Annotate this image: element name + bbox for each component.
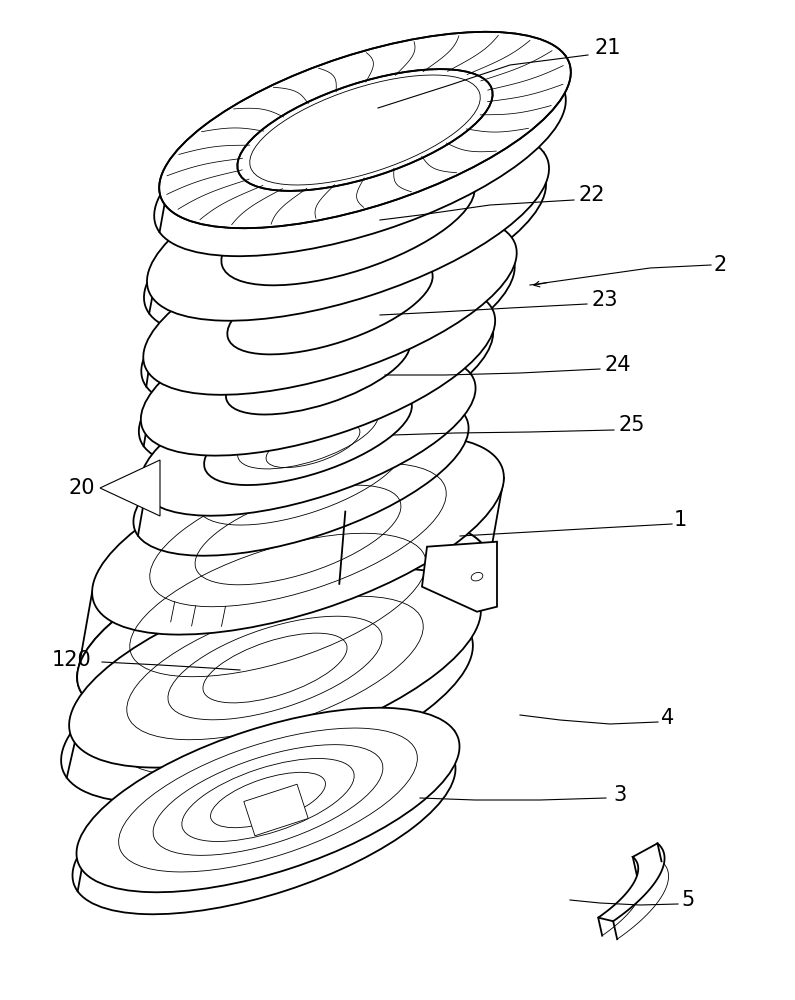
Text: 3: 3 bbox=[614, 785, 626, 805]
Text: 1: 1 bbox=[673, 510, 687, 530]
Ellipse shape bbox=[142, 229, 514, 409]
Text: 25: 25 bbox=[619, 415, 646, 435]
Text: 21: 21 bbox=[595, 38, 621, 58]
Ellipse shape bbox=[159, 32, 571, 228]
Ellipse shape bbox=[471, 572, 483, 581]
Polygon shape bbox=[100, 460, 160, 516]
Ellipse shape bbox=[147, 129, 549, 321]
Polygon shape bbox=[244, 784, 308, 836]
Ellipse shape bbox=[139, 296, 493, 468]
Polygon shape bbox=[598, 843, 665, 921]
Ellipse shape bbox=[141, 284, 495, 456]
Text: 22: 22 bbox=[579, 185, 605, 205]
Text: 5: 5 bbox=[681, 890, 695, 910]
Ellipse shape bbox=[76, 708, 460, 892]
Ellipse shape bbox=[61, 603, 473, 803]
Ellipse shape bbox=[92, 435, 504, 635]
Text: 23: 23 bbox=[591, 290, 619, 310]
Ellipse shape bbox=[77, 520, 489, 720]
Text: 24: 24 bbox=[605, 355, 631, 375]
Ellipse shape bbox=[143, 215, 517, 395]
Ellipse shape bbox=[144, 145, 546, 337]
Text: 120: 120 bbox=[52, 650, 92, 670]
Text: 4: 4 bbox=[661, 708, 675, 728]
Polygon shape bbox=[422, 542, 497, 612]
Ellipse shape bbox=[141, 354, 475, 516]
Text: 2: 2 bbox=[713, 255, 727, 275]
Text: 20: 20 bbox=[68, 478, 95, 498]
Ellipse shape bbox=[69, 568, 481, 768]
Ellipse shape bbox=[154, 60, 566, 256]
Ellipse shape bbox=[72, 730, 456, 914]
Ellipse shape bbox=[134, 394, 468, 556]
Ellipse shape bbox=[77, 520, 489, 720]
